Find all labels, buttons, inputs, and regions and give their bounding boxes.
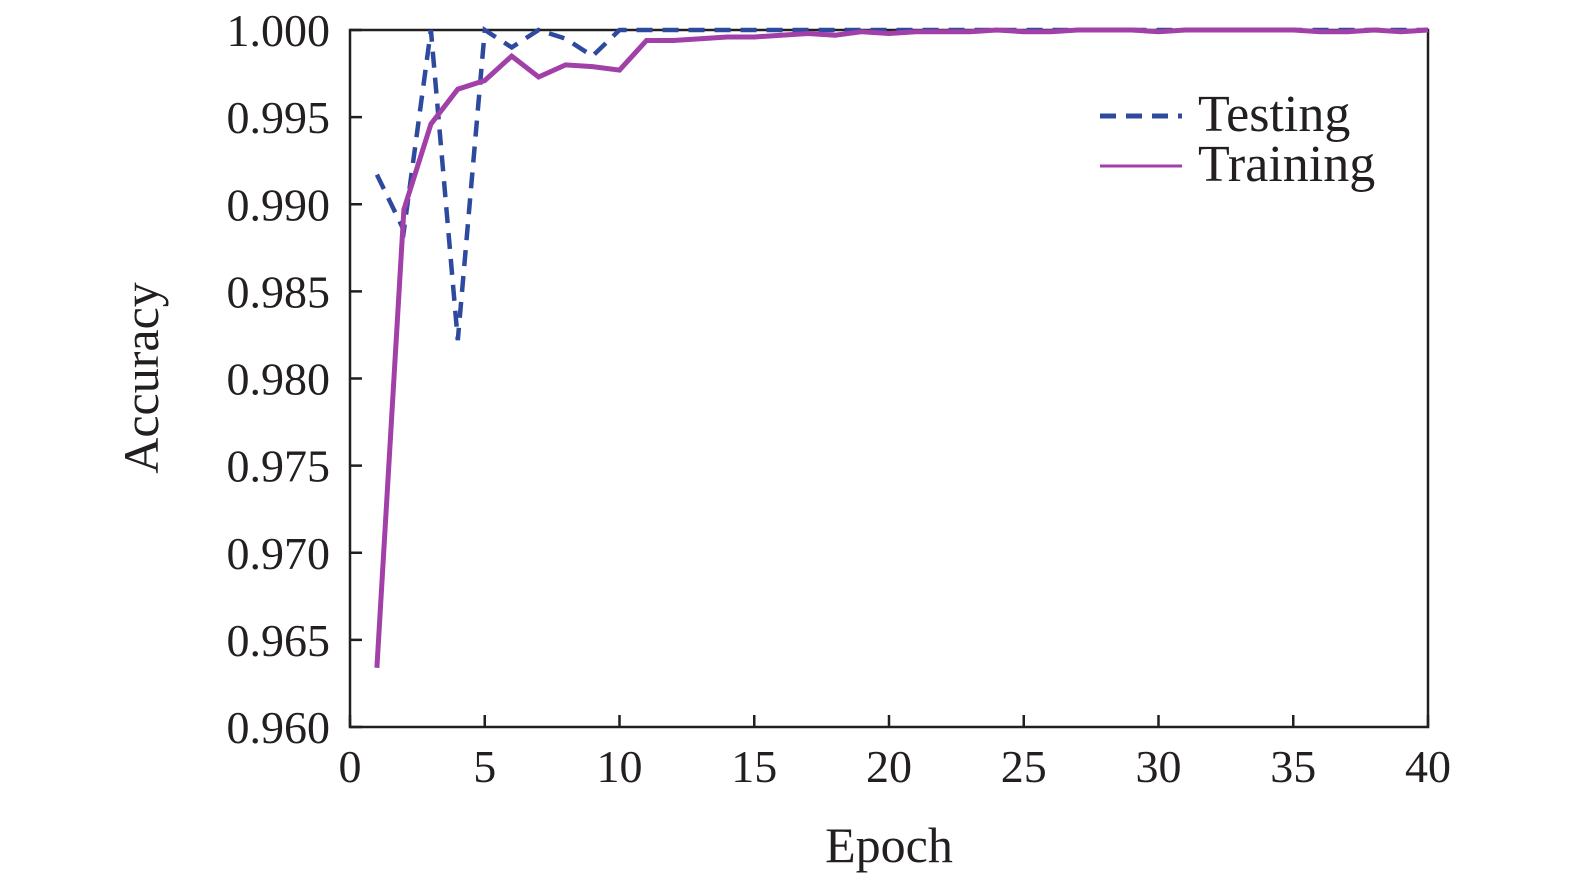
legend-label-testing: Testing (1198, 86, 1350, 143)
y-tick-label: 0.985 (227, 266, 331, 317)
x-tick-label: 25 (1001, 741, 1047, 792)
y-tick-label: 0.975 (227, 441, 331, 492)
x-tick-label: 5 (473, 741, 496, 792)
y-tick-label: 1.000 (227, 5, 331, 56)
legend: Testing Training (1100, 86, 1375, 193)
y-tick-label: 0.980 (227, 354, 331, 405)
series-line-testing (374, 26, 1428, 341)
y-tick-label: 0.990 (227, 179, 331, 230)
series-line-training (374, 27, 1429, 668)
x-tick-label: 30 (1136, 741, 1182, 792)
x-tick-label: 35 (1270, 741, 1316, 792)
x-axis-label: Epoch (825, 817, 953, 873)
y-tick-label: 0.995 (227, 92, 331, 143)
x-tick-label: 20 (866, 741, 912, 792)
x-axis: 0 5 10 15 20 25 30 35 40 (339, 715, 1451, 792)
legend-label-training: Training (1198, 136, 1375, 193)
x-tick-label: 15 (731, 741, 777, 792)
x-tick-label: 0 (339, 741, 362, 792)
x-tick-label: 40 (1405, 741, 1451, 792)
x-tick-label: 10 (597, 741, 643, 792)
y-tick-label: 0.960 (227, 702, 331, 753)
y-axis-label: Accuracy (113, 282, 169, 474)
series-layer (374, 26, 1429, 668)
y-tick-label: 0.965 (227, 615, 331, 666)
y-tick-label: 0.970 (227, 528, 331, 579)
y-axis: 0.960 0.965 0.970 0.975 0.980 0.985 0.990 0.995… (227, 5, 362, 753)
